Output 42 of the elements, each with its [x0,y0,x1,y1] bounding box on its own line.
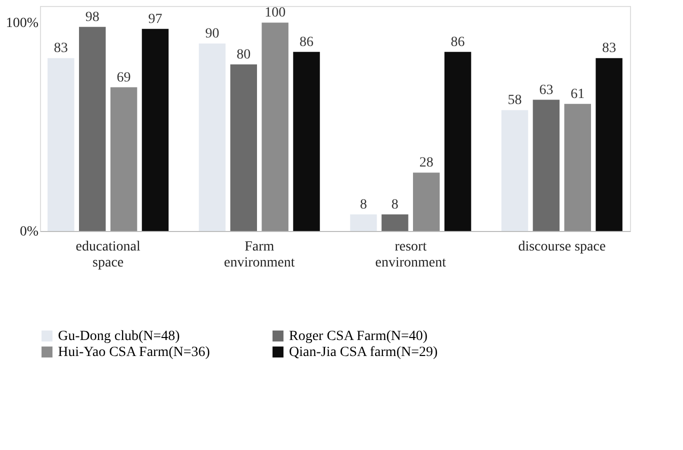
data-label: 86 [450,34,465,50]
x-tick-label: educational space [76,240,140,270]
bar [110,87,138,231]
bar [350,214,377,231]
data-label: 90 [205,26,220,42]
legend-label: Hui-Yao CSA Farm(N=36) [58,345,210,360]
bar [230,64,257,231]
data-label: 61 [570,86,585,102]
x-tick-label: discourse space [518,240,606,254]
data-label: 83 [54,41,68,56]
data-label: 8 [391,197,398,212]
bar [293,52,320,231]
bar [142,28,169,231]
legend-label: Roger CSA Farm(N=40) [289,329,428,344]
data-label: 63 [539,82,554,98]
data-label: 100 [264,6,286,21]
legend-label: Gu-Dong club(N=48) [58,329,180,344]
y-tick-label: 0% [20,224,39,240]
data-label: 8 [360,197,367,212]
bar [532,100,560,231]
data-label: 58 [508,93,522,108]
data-label: 80 [236,47,251,62]
bar [501,110,528,231]
x-tick-label: Farm environment [224,240,295,270]
data-label: 98 [85,10,100,25]
bar [262,22,288,231]
bar [444,52,472,231]
y-tick-label: 100% [6,16,39,32]
bar [198,44,226,231]
bar [48,58,74,231]
x-tick-label: resort environment [375,240,446,270]
data-label: 97 [148,12,162,27]
bar [596,58,622,231]
bar [413,172,440,231]
data-label: 69 [116,70,131,86]
bar [382,214,408,231]
legend-label: Qian-Jia CSA farm(N=29) [289,345,438,360]
data-label: 86 [300,34,314,50]
bar [564,104,591,231]
data-label: 83 [602,41,616,56]
bar [79,26,106,231]
data-label: 28 [419,156,434,171]
